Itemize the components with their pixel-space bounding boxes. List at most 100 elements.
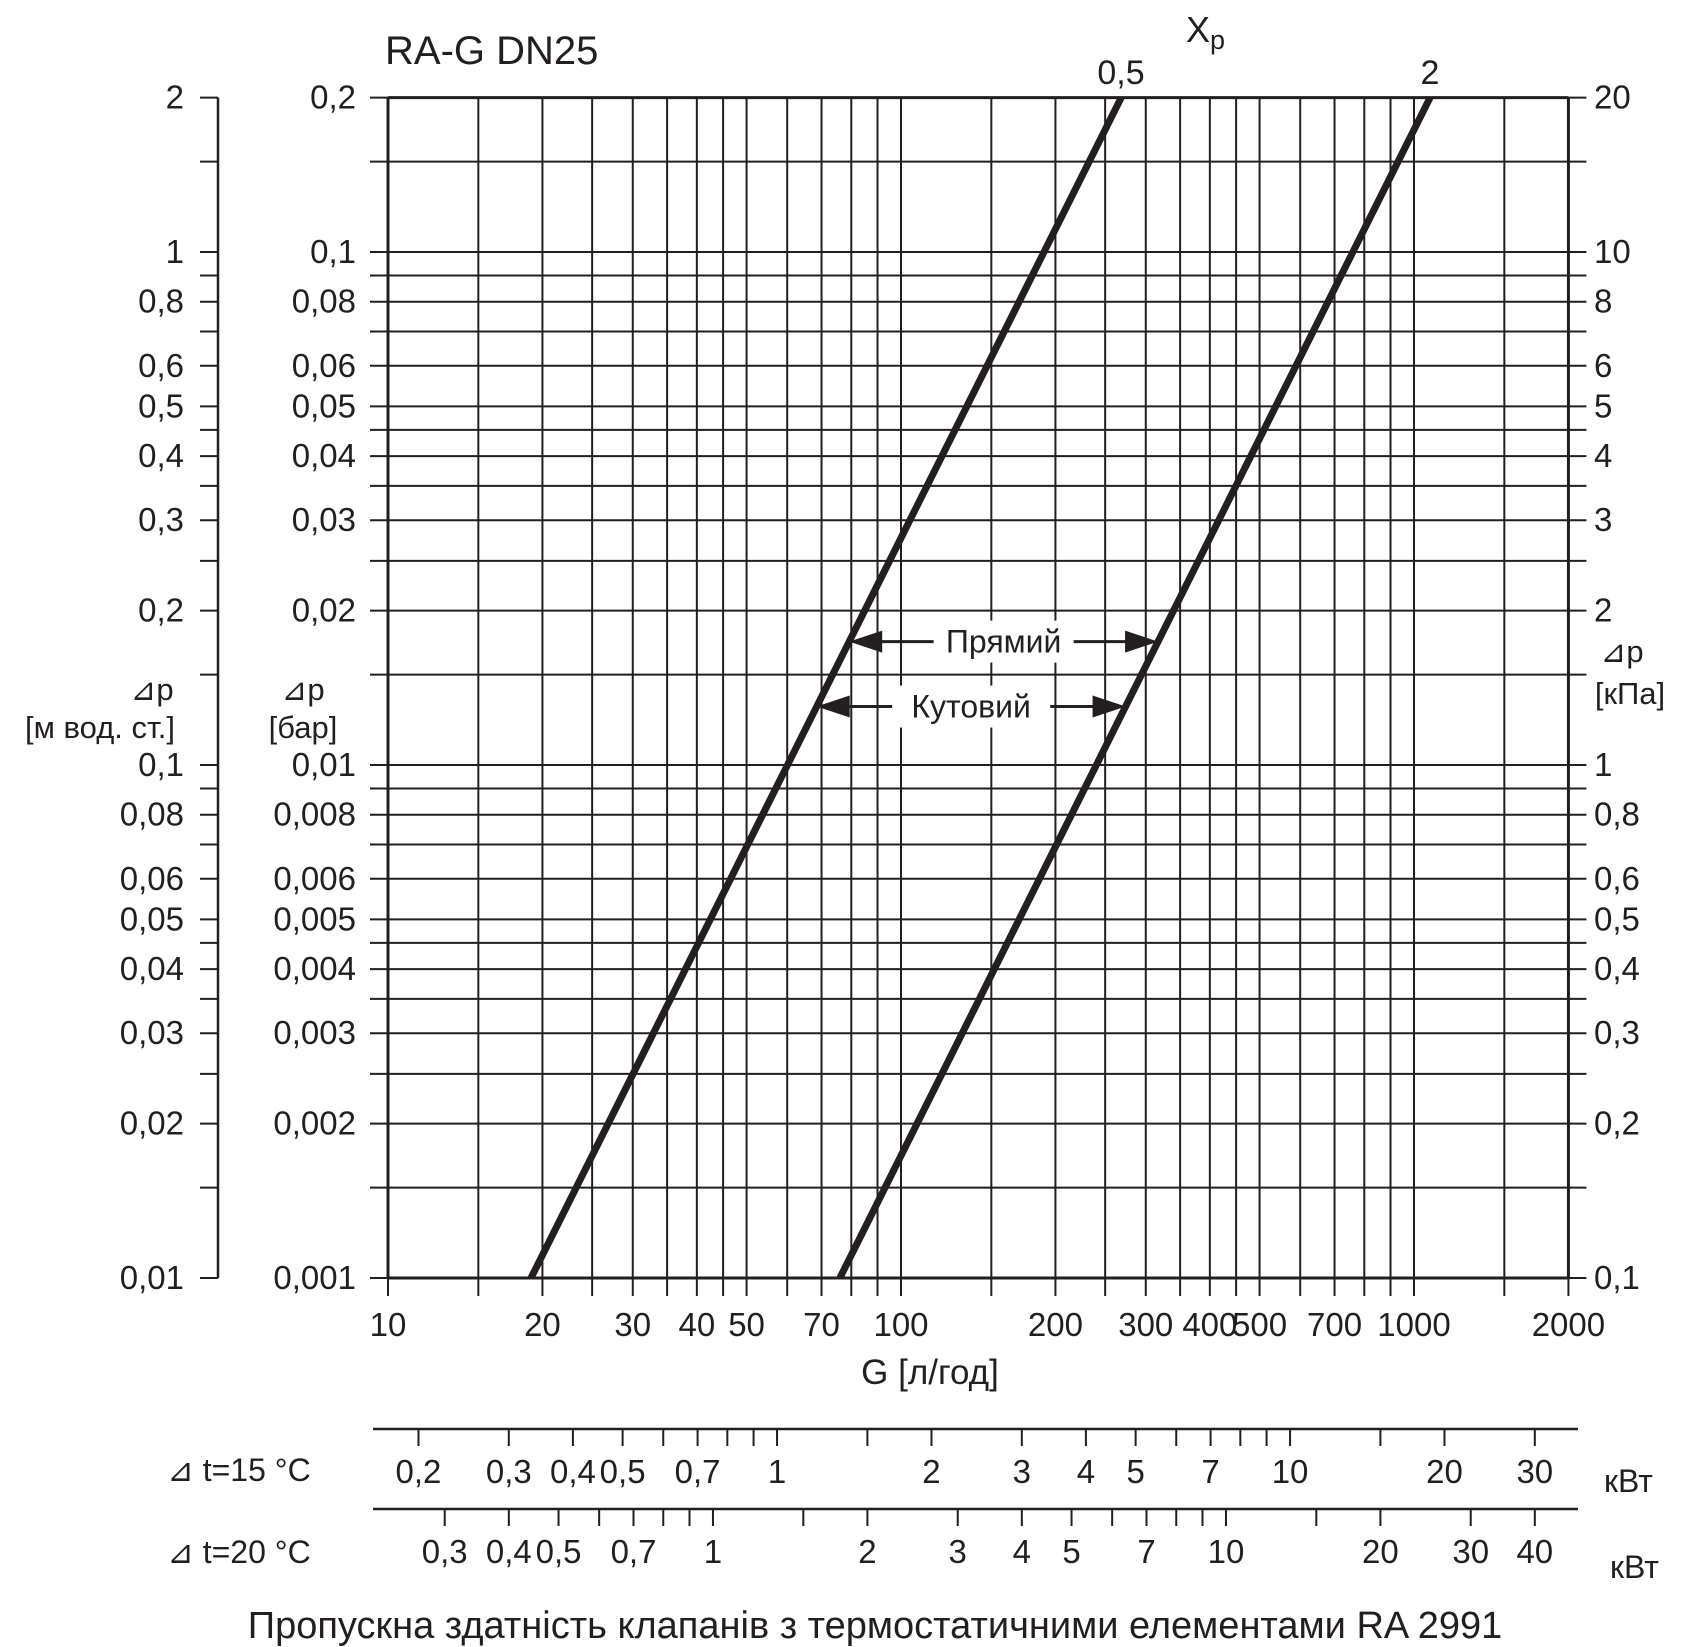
- bar-tick-label: 0,01: [292, 746, 356, 783]
- bar-tick-label: 0,08: [292, 283, 356, 320]
- bar-tick-label: 0,006: [273, 860, 356, 897]
- bar-tick-label: 0,003: [273, 1014, 356, 1051]
- mh2o-tick-label: 2: [166, 79, 184, 116]
- kpa-tick-label: 1: [1594, 746, 1612, 783]
- arrowhead-left-icon: [849, 630, 883, 653]
- power-scale-tick-label: 30: [1452, 1533, 1489, 1570]
- arrowhead-right-icon: [1092, 695, 1126, 718]
- x-axis-tick-label: 100: [873, 1306, 928, 1343]
- mh2o-tick-label: 0,3: [138, 501, 184, 538]
- kpa-tick-label: 0,1: [1594, 1259, 1640, 1296]
- arrowhead-left-icon: [816, 695, 850, 718]
- power-scales-layer: 0,2 0,3 0,4 0,5 0,7 1 2 3 4 5 7 10 20 300,3 0,4 0,5 0,7 1…: [373, 1427, 1578, 1570]
- chart-caption: Пропускна здатність клапанів з термостат…: [248, 1605, 1502, 1647]
- mh2o-tick-label: 1: [166, 233, 184, 270]
- mh2o-tick-label: 0,06: [120, 860, 184, 897]
- kpa-tick-label: 4: [1594, 437, 1612, 474]
- annotation-Кутовий: Кутовий: [816, 685, 1126, 728]
- valve-capacity-line-xp-2: [836, 96, 1434, 1280]
- xp-main: X: [1186, 9, 1210, 50]
- x-axis-tick-label: 2000: [1532, 1306, 1605, 1343]
- x-axis-tick-label: 10: [370, 1306, 407, 1343]
- kpa-tick-label: 0,3: [1594, 1014, 1640, 1051]
- power-scale-tick-label: 4: [1077, 1453, 1095, 1490]
- x-axis-tick-label: 40: [678, 1306, 715, 1343]
- annotation-label: Кутовий: [911, 689, 1030, 725]
- power-scale-tick-label: 30: [1516, 1453, 1553, 1490]
- power-scale-tick-label: 2: [922, 1453, 940, 1490]
- power-scale-dt15-unit: кВт: [1604, 1463, 1653, 1499]
- annotation-label-bg: [937, 620, 1070, 663]
- bar-tick-label: 0,004: [273, 950, 356, 987]
- power-scale-tick-label: 3: [949, 1533, 967, 1570]
- power-scale-tick-label: 0,5: [536, 1533, 582, 1570]
- power-scale-tick-label: 0,4: [486, 1533, 532, 1570]
- power-scale-tick-label: 7: [1201, 1453, 1219, 1490]
- kpa-tick-label: 20: [1594, 79, 1631, 116]
- mh2o-tick-label: 0,02: [120, 1105, 184, 1142]
- kpa-tick-label: 3: [1594, 501, 1612, 538]
- mh2o-tick-label: 0,04: [120, 950, 184, 987]
- power-scale-tick-label: 4: [1013, 1533, 1031, 1570]
- mh2o-tick-label: 0,8: [138, 283, 184, 320]
- kpa-tick-label: 6: [1594, 347, 1612, 384]
- mh2o-tick-label: 0,01: [120, 1259, 184, 1296]
- x-axis-tick-label: 50: [728, 1306, 765, 1343]
- mh2o-tick-label: 0,5: [138, 387, 184, 424]
- mh2o-tick-label: 0,03: [120, 1014, 184, 1051]
- power-scale-tick-label: 0,3: [422, 1533, 468, 1570]
- power-scale-tick-label: 0,7: [611, 1533, 657, 1570]
- bar-axis-symbol: ⊿p: [281, 672, 324, 707]
- annotation-label: Прямий: [946, 624, 1062, 660]
- power-scale-tick-label: 20: [1362, 1533, 1399, 1570]
- mh2o-tick-label: 0,2: [138, 592, 184, 629]
- x-axis-tick-label: 70: [803, 1306, 840, 1343]
- power-scale-tick-label: 20: [1426, 1453, 1463, 1490]
- bar-tick-label: 0,002: [273, 1105, 356, 1142]
- mh2o-axis-symbol: ⊿p: [130, 672, 173, 707]
- kpa-tick-label: 0,5: [1594, 900, 1640, 937]
- xp-axis-title: Xp: [1186, 9, 1225, 55]
- arrowhead-right-icon: [1125, 630, 1159, 653]
- kpa-tick-label: 5: [1594, 387, 1612, 424]
- power-scale-tick-label: 0,5: [600, 1453, 646, 1490]
- kpa-tick-label: 0,6: [1594, 860, 1640, 897]
- annotations-layer: Прямий Кутовий: [816, 620, 1159, 728]
- kpa-tick-label: 2: [1594, 592, 1612, 629]
- kpa-tick-label: 0,8: [1594, 796, 1640, 833]
- bar-tick-label: 0,1: [310, 233, 356, 270]
- curve-label-xp-05: 0,5: [1097, 54, 1144, 92]
- kpa-tick-label: 10: [1594, 233, 1631, 270]
- mh2o-tick-label: 0,6: [138, 347, 184, 384]
- power-scale-dt20-unit: кВт: [1610, 1549, 1659, 1585]
- mh2o-axis-unit: [м вод. ст.]: [25, 710, 175, 745]
- curve-label-xp-2: 2: [1421, 54, 1440, 92]
- x-axis-tick-label: 300: [1118, 1306, 1173, 1343]
- power-scale-dt20-label: ⊿ t=20 °C: [167, 1534, 311, 1570]
- x-axis-tick-label: 200: [1028, 1306, 1083, 1343]
- xp-sub: p: [1210, 25, 1225, 55]
- kpa-axis-unit: [кПа]: [1595, 676, 1665, 711]
- grid-layer: [386, 96, 1570, 1280]
- power-scale-tick-label: 5: [1126, 1453, 1144, 1490]
- power-scale-tick-label: 7: [1137, 1533, 1155, 1570]
- bar-tick-label: 0,005: [273, 900, 356, 937]
- bar-axis-unit: [бар]: [269, 710, 338, 745]
- mh2o-tick-label: 0,4: [138, 437, 184, 474]
- chart-title: RA-G DN25: [385, 29, 598, 73]
- x-axis-tick-label: 700: [1307, 1306, 1362, 1343]
- annotation-label-bg: [896, 685, 1047, 728]
- kpa-axis-symbol: ⊿p: [1600, 634, 1643, 669]
- power-scale-tick-label: 1: [768, 1453, 786, 1490]
- power-scale-tick-label: 10: [1272, 1453, 1309, 1490]
- power-scale-tick-label: 40: [1516, 1533, 1553, 1570]
- x-axis-title: G [л/год]: [861, 1353, 999, 1392]
- kpa-tick-label: 8: [1594, 283, 1612, 320]
- power-scale-tick-label: 10: [1208, 1533, 1245, 1570]
- bar-tick-label: 0,03: [292, 501, 356, 538]
- mh2o-tick-label: 0,1: [138, 746, 184, 783]
- power-scale-dt15-label: ⊿ t=15 °C: [167, 1452, 311, 1488]
